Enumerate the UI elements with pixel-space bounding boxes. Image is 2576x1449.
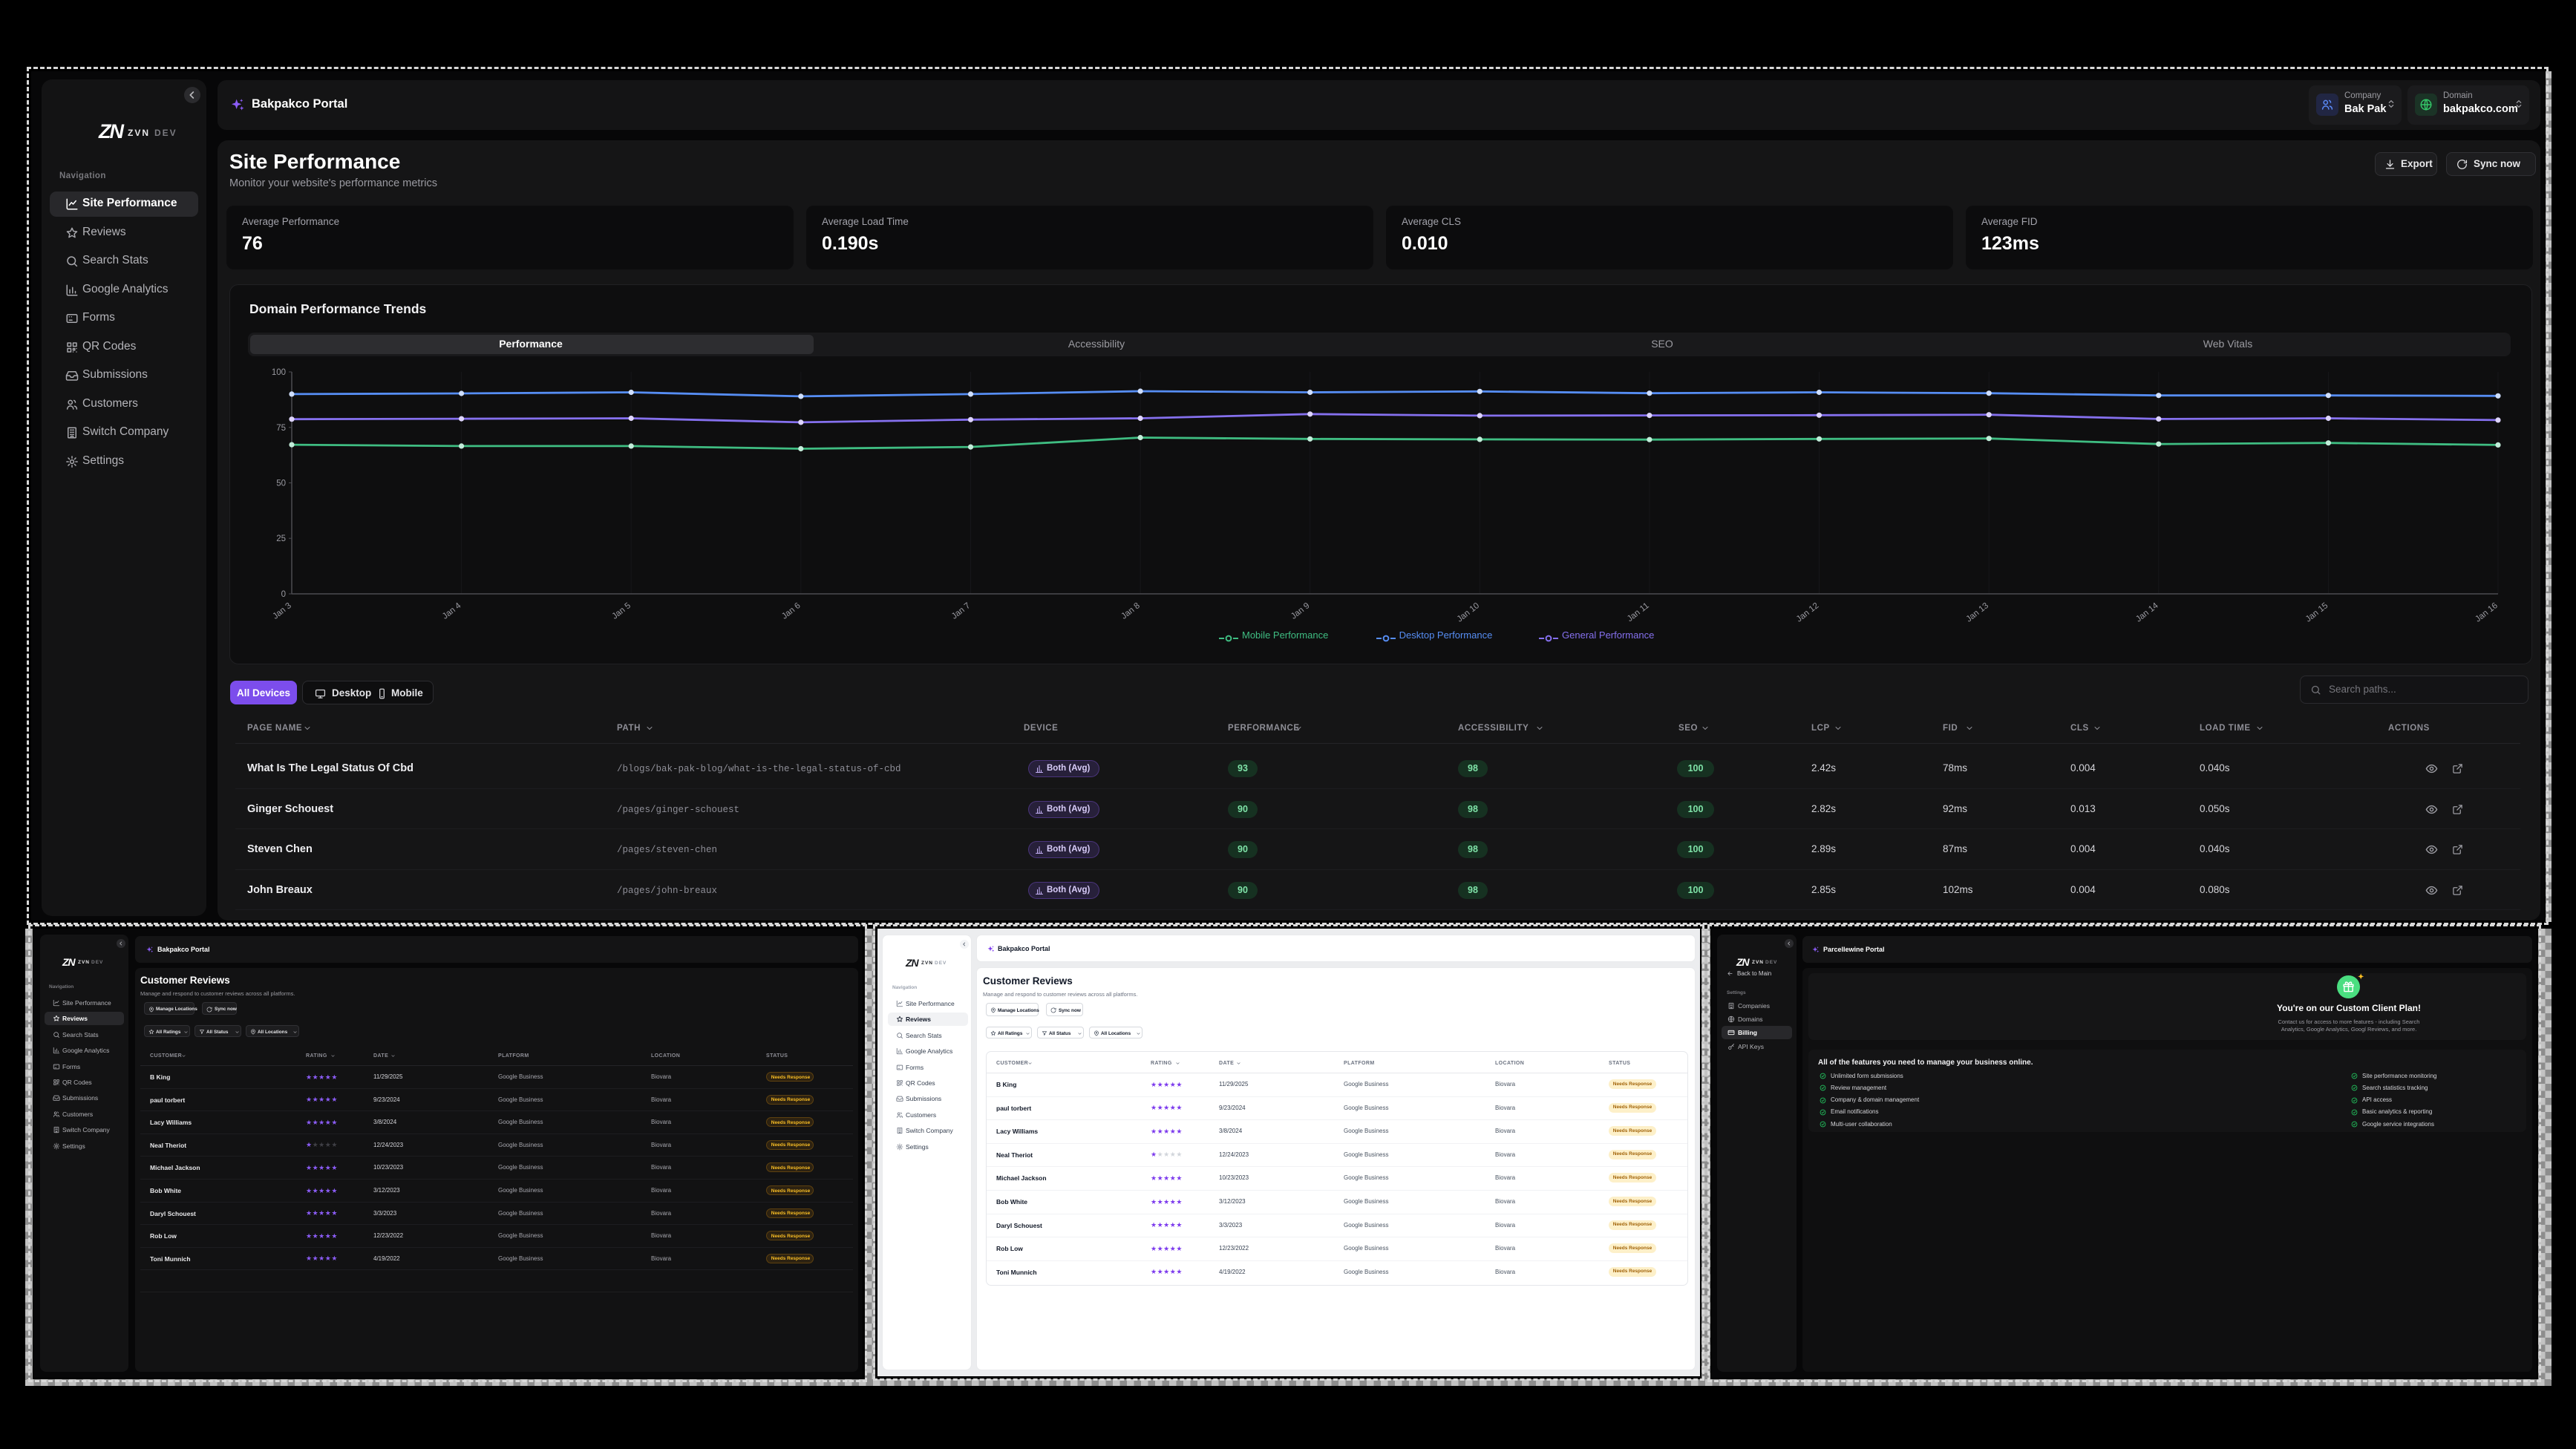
svg-text:100: 100 xyxy=(272,368,286,377)
svg-text:Jan 9: Jan 9 xyxy=(1289,601,1312,621)
svg-text:50: 50 xyxy=(276,480,286,488)
svg-text:Jan 14: Jan 14 xyxy=(2134,601,2160,624)
svg-text:Jan 12: Jan 12 xyxy=(1795,601,1821,624)
svg-text:Jan 11: Jan 11 xyxy=(1626,601,1651,624)
svg-text:Jan 16: Jan 16 xyxy=(2474,601,2500,624)
svg-text:Jan 15: Jan 15 xyxy=(2304,601,2330,624)
svg-text:Jan 4: Jan 4 xyxy=(441,601,463,621)
svg-text:Jan 13: Jan 13 xyxy=(1964,601,1990,624)
svg-text:75: 75 xyxy=(276,424,286,433)
svg-text:25: 25 xyxy=(276,534,286,543)
svg-text:Jan 6: Jan 6 xyxy=(780,601,802,621)
svg-text:Jan 8: Jan 8 xyxy=(1119,601,1142,621)
svg-text:Jan 7: Jan 7 xyxy=(950,601,972,621)
svg-text:Jan 3: Jan 3 xyxy=(271,601,293,621)
svg-text:Jan 10: Jan 10 xyxy=(1456,601,1482,624)
svg-text:0: 0 xyxy=(281,590,286,599)
svg-text:Jan 5: Jan 5 xyxy=(610,601,632,621)
